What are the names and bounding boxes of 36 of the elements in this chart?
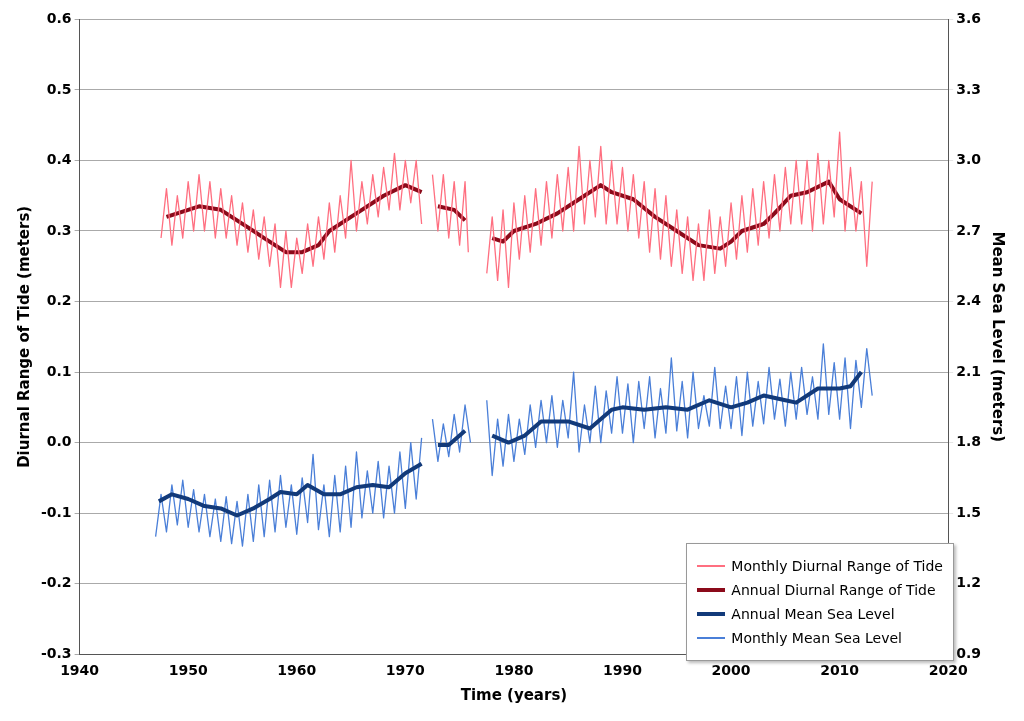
y-tick-label: 0.4	[46, 151, 72, 168]
y2-tick-label: 2.7	[956, 221, 982, 238]
x-tick-label: 2010	[820, 662, 860, 679]
x-tick-label: 1950	[168, 662, 208, 679]
y-tick-label: 0.3	[46, 221, 72, 238]
x-tick-label: 2020	[928, 662, 968, 679]
y-tick-label: 0.5	[46, 80, 72, 97]
legend-label: Monthly Mean Sea Level	[731, 630, 902, 646]
x-tick-label: 1980	[494, 662, 534, 679]
y-tick-label: 0.0	[46, 433, 72, 450]
y2-tick-label: 1.8	[956, 433, 982, 450]
y-tick-label: 0.1	[46, 362, 72, 379]
x-tick-label: 1990	[602, 662, 643, 679]
x-tick-label: 1970	[385, 662, 426, 679]
x-axis-title: Time (years)	[460, 685, 568, 704]
x-tick-label: 1960	[277, 662, 317, 679]
y-tick-label: -0.3	[40, 644, 72, 661]
legend-label: Annual Diurnal Range of Tide	[731, 582, 936, 598]
legend-label: Monthly Diurnal Range of Tide	[731, 558, 943, 574]
x-tick-label: 2000	[711, 662, 751, 679]
y2-tick-label: 2.4	[956, 292, 982, 309]
y2-axis-title: Mean Sea Level (meters)	[989, 231, 1008, 443]
y-tick-label: -0.2	[40, 574, 72, 591]
y-axis-title: Diurnal Range of Tide (meters)	[14, 205, 33, 468]
y-tick-label: 0.2	[46, 292, 72, 309]
y-tick-label: -0.1	[40, 503, 72, 520]
x-tick-label: 1940	[60, 662, 100, 679]
y2-tick-label: 3.6	[956, 10, 982, 27]
legend-label: Annual Mean Sea Level	[731, 606, 895, 622]
y2-tick-label: 1.2	[956, 574, 982, 591]
y2-tick-label: 3.0	[956, 151, 982, 168]
y2-tick-label: 0.9	[956, 644, 982, 661]
y2-tick-label: 3.3	[956, 80, 982, 97]
y-tick-label: 0.6	[46, 10, 72, 27]
y2-tick-label: 1.5	[956, 503, 982, 520]
y2-tick-label: 2.1	[956, 362, 982, 379]
